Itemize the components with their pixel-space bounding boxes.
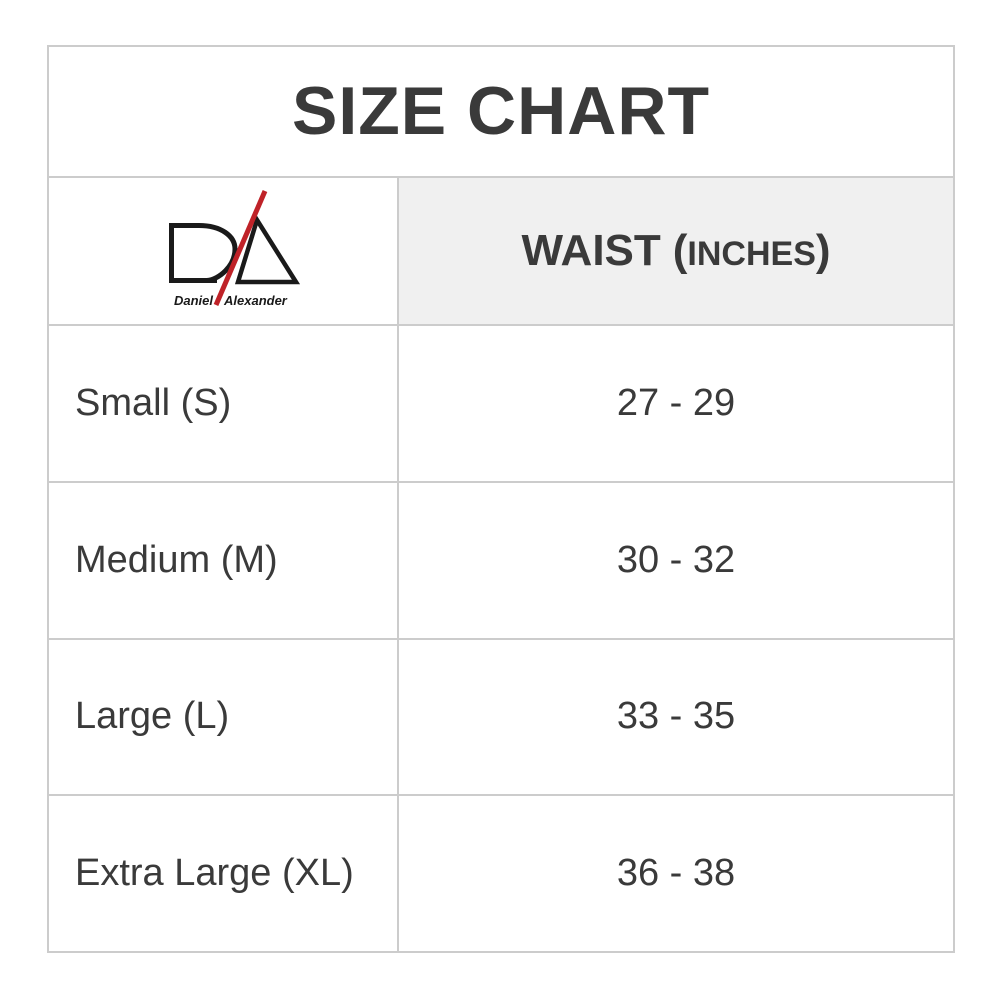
table-row-medium: Medium (M) 30 - 32	[47, 480, 955, 640]
waist-range: 33 - 35	[397, 637, 955, 797]
logo-red-slash-icon	[213, 190, 268, 307]
page-title: SIZE CHART	[47, 45, 955, 178]
waist-header-label: WAIST	[521, 225, 661, 275]
waist-header-open-paren: (	[672, 225, 688, 275]
logo-letter-a-icon	[234, 215, 301, 285]
waist-range: 27 - 29	[397, 324, 955, 483]
table-row-large: Large (L) 33 - 35	[47, 637, 955, 797]
brand-first-name: Daniel	[174, 293, 213, 308]
size-label: Extra Large (XL)	[47, 794, 399, 953]
logo-letter-d-icon	[169, 223, 238, 284]
table-row-small: Small (S) 27 - 29	[47, 324, 955, 483]
header-row: Daniel Alexander WAIST (INCHES)	[47, 175, 955, 327]
waist-header-unit: INCHES	[687, 234, 816, 273]
waist-header-close-paren: )	[815, 225, 831, 275]
brand-logo: Daniel Alexander	[50, 179, 396, 324]
waist-range: 36 - 38	[397, 794, 955, 953]
size-label: Large (L)	[47, 637, 399, 797]
daniel-alexander-logo-icon: Daniel Alexander	[169, 190, 301, 308]
brand-last-name: Alexander	[223, 293, 288, 308]
waist-header-cell: WAIST (INCHES)	[397, 175, 955, 327]
size-chart-table: SIZE CHART Daniel Ale	[47, 45, 955, 953]
brand-logo-cell: Daniel Alexander	[47, 175, 399, 327]
title-row: SIZE CHART	[47, 45, 955, 178]
waist-range: 30 - 32	[397, 480, 955, 640]
size-label: Small (S)	[47, 324, 399, 483]
table-row-extra-large: Extra Large (XL) 36 - 38	[47, 794, 955, 953]
size-label: Medium (M)	[47, 480, 399, 640]
